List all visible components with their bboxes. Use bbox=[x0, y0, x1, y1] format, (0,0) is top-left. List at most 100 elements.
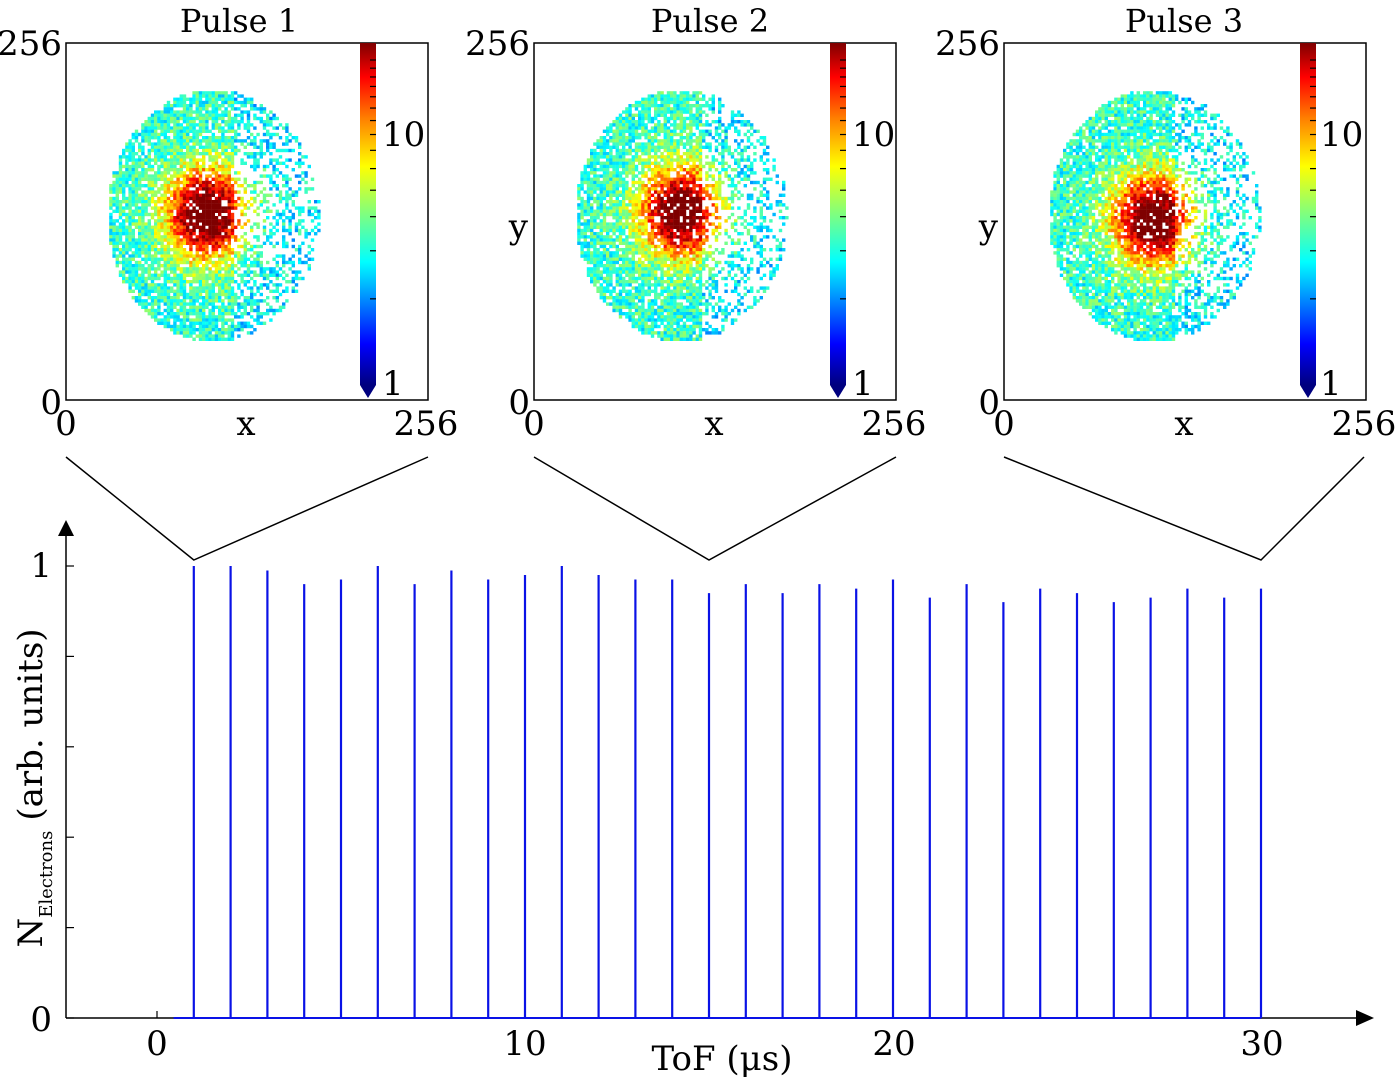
heatmap-cell bbox=[195, 321, 199, 325]
heatmap-cell bbox=[580, 216, 584, 220]
heatmap-cell bbox=[173, 155, 177, 159]
heatmap-cell bbox=[282, 228, 286, 233]
heatmap-cell bbox=[198, 334, 203, 338]
heatmap-cell bbox=[275, 193, 279, 197]
heatmap-cell bbox=[170, 276, 174, 281]
heatmap-cell bbox=[189, 212, 193, 217]
heatmap-cell bbox=[673, 100, 677, 105]
heatmap-cell bbox=[195, 248, 199, 252]
heatmap-cell bbox=[577, 225, 581, 229]
heatmap-cell bbox=[150, 235, 155, 239]
heatmap-cell bbox=[711, 228, 715, 233]
heatmap-cell bbox=[182, 232, 187, 236]
heatmap-cell bbox=[695, 120, 699, 124]
heatmap-cell bbox=[147, 235, 151, 239]
heatmap-cell bbox=[638, 200, 642, 204]
heatmap-cell bbox=[243, 104, 247, 108]
heatmap-cell bbox=[756, 228, 760, 233]
heatmap-cell bbox=[615, 257, 619, 261]
heatmap-cell bbox=[698, 222, 703, 226]
heatmap-cell bbox=[243, 312, 247, 316]
heatmap-cell bbox=[150, 254, 155, 258]
heatmap-cell bbox=[654, 187, 658, 191]
heatmap-cell bbox=[138, 219, 142, 223]
heatmap-cell bbox=[666, 136, 671, 140]
heatmap-cell bbox=[618, 222, 623, 226]
heatmap-cell bbox=[198, 244, 203, 249]
heatmap-cell bbox=[147, 116, 151, 121]
heatmap-cell bbox=[154, 254, 158, 258]
heatmap-cell bbox=[721, 104, 725, 108]
heatmap-cell bbox=[593, 209, 597, 213]
heatmap-cell bbox=[173, 331, 177, 335]
heatmap-cell bbox=[141, 225, 145, 229]
heatmap-cell bbox=[141, 168, 145, 172]
heatmap-cell bbox=[628, 161, 632, 165]
heatmap-cell bbox=[138, 177, 142, 181]
heatmap-cell bbox=[218, 129, 222, 133]
heatmap-cell bbox=[622, 264, 626, 268]
heatmap-cell bbox=[253, 251, 257, 255]
heatmap-cell bbox=[227, 251, 231, 255]
heatmap-cell bbox=[718, 161, 722, 165]
heatmap-cell bbox=[673, 110, 677, 114]
heatmap-cell bbox=[218, 299, 222, 303]
heatmap-cell bbox=[224, 107, 228, 111]
heatmap-cell bbox=[160, 148, 164, 153]
heatmap-cell bbox=[198, 145, 203, 149]
heatmap-cell bbox=[654, 132, 658, 137]
heatmap-cell bbox=[762, 203, 767, 207]
heatmap-cell bbox=[138, 164, 142, 169]
heatmap-cell bbox=[606, 257, 610, 261]
heatmap-cell bbox=[170, 235, 174, 239]
heatmap-cell bbox=[676, 190, 680, 194]
heatmap-cell bbox=[237, 113, 241, 117]
heatmap-cell bbox=[285, 184, 289, 188]
heatmap-cell bbox=[138, 280, 142, 284]
heatmap-cell bbox=[612, 161, 616, 165]
heatmap-cell bbox=[166, 305, 171, 309]
heatmap-cell bbox=[243, 305, 247, 309]
heatmap-cell bbox=[262, 126, 267, 130]
heatmap-cell bbox=[163, 164, 167, 169]
heatmap-cell bbox=[157, 120, 161, 124]
heatmap-cell bbox=[702, 123, 706, 127]
heatmap-cell bbox=[737, 216, 741, 220]
heatmap-cell bbox=[189, 238, 193, 242]
heatmap-cell bbox=[663, 190, 667, 194]
heatmap-cell bbox=[198, 318, 203, 322]
heatmap-cell bbox=[144, 168, 148, 172]
heatmap-cell bbox=[631, 206, 635, 210]
heatmap-cell bbox=[269, 209, 273, 213]
heatmap-cell bbox=[221, 260, 225, 265]
heatmap-cell bbox=[211, 193, 215, 197]
heatmap-cell bbox=[714, 216, 719, 220]
heatmap-cell bbox=[234, 107, 238, 111]
heatmap-cell bbox=[638, 180, 642, 185]
heatmap-cell bbox=[205, 248, 209, 252]
heatmap-cell bbox=[211, 148, 215, 153]
heatmap-cell bbox=[237, 190, 241, 194]
heatmap-cell bbox=[695, 209, 699, 213]
heatmap-cell bbox=[718, 222, 722, 226]
heatmap-cell bbox=[208, 158, 212, 162]
heatmap-cell bbox=[711, 104, 715, 108]
heatmap-cell bbox=[695, 113, 699, 117]
heatmap-cell bbox=[583, 209, 587, 213]
heatmap-cell bbox=[198, 193, 203, 197]
heatmap-cell bbox=[673, 180, 677, 185]
heatmap-cell bbox=[230, 286, 235, 290]
heatmap-cell bbox=[756, 251, 760, 255]
heatmap-cell bbox=[650, 187, 655, 191]
heatmap-cell bbox=[602, 216, 607, 220]
heatmap-cell bbox=[262, 139, 267, 143]
heatmap-cell bbox=[291, 203, 295, 207]
heatmap-cell bbox=[224, 187, 228, 191]
heatmap-cell bbox=[134, 270, 139, 274]
heatmap-cell bbox=[282, 238, 286, 242]
heatmap-cell bbox=[291, 136, 295, 140]
heatmap-cell bbox=[631, 219, 635, 223]
heatmap-cell bbox=[160, 126, 164, 130]
heatmap-cell bbox=[224, 312, 228, 316]
heatmap-cell bbox=[208, 155, 212, 159]
